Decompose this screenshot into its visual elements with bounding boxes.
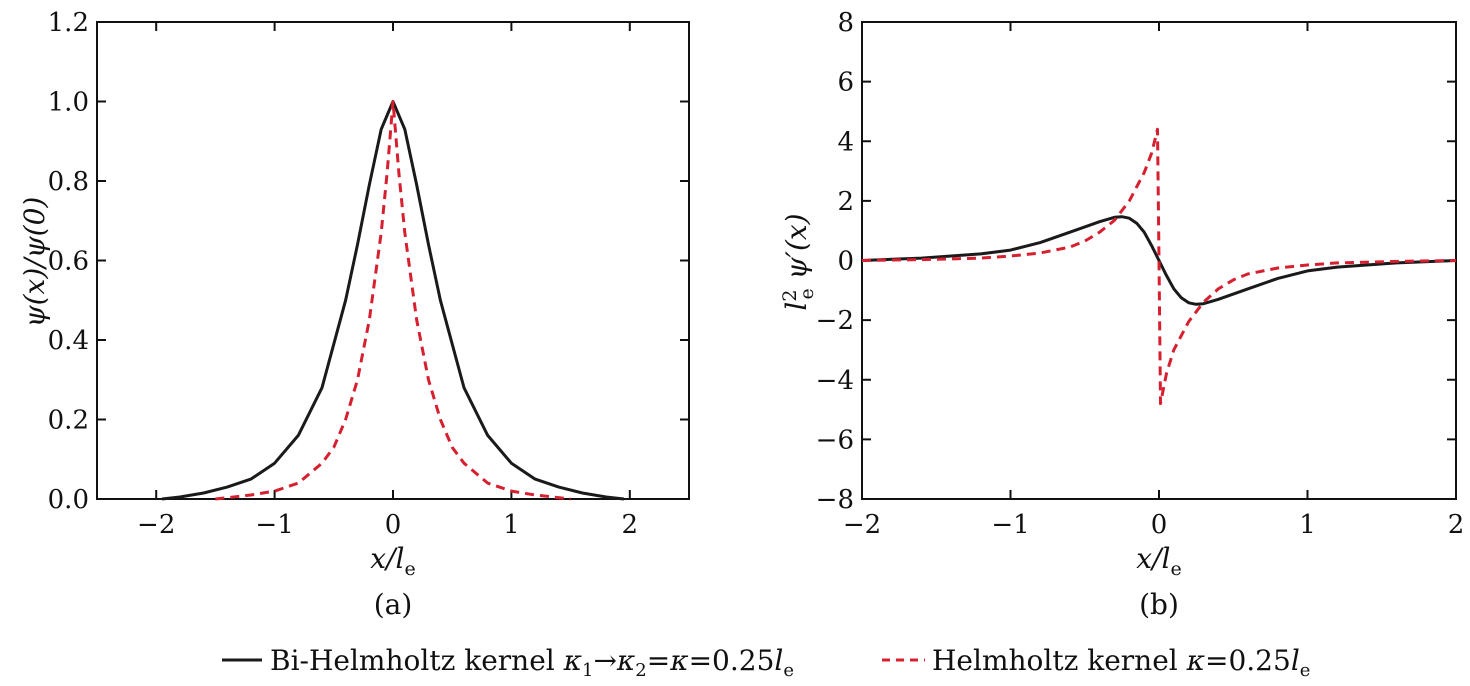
panel-a-xlabel: x/le — [370, 542, 415, 580]
x-tick-label: −1 — [255, 510, 293, 540]
y-tick-label: 4 — [837, 127, 854, 157]
panel-a-label: (a) — [374, 588, 413, 621]
legend: Bi-Helmholtz kernel κ1→κ2=κ=0.25le Helmh… — [222, 644, 1310, 681]
legend-label-helmholtz: Helmholtz kernel κ=0.25le — [932, 644, 1310, 681]
y-tick-label: −8 — [816, 485, 854, 515]
y-tick-label: 1.2 — [48, 8, 89, 38]
panel-b-lines — [861, 127, 1457, 406]
y-tick-label: 0 — [837, 247, 854, 277]
y-tick-label: 0.8 — [48, 167, 89, 197]
panel-b-xlabel: x/le — [1136, 542, 1181, 580]
series-line-helmholtz — [215, 100, 571, 501]
panel-a: −2 −1 0 1 2 0.0 0.2 0.4 0.6 0.8 1.0 1.2 x/le ψ(x)/ψ… — [18, 8, 690, 621]
y-tick-label: 1.0 — [48, 88, 89, 118]
panel-a-ylabel: ψ(x)/ψ(0) — [18, 197, 51, 328]
x-tick-label: 1 — [503, 510, 520, 540]
y-tick-label: −6 — [816, 425, 854, 455]
x-tick-label: 0 — [385, 510, 402, 540]
panel-a-ticks: −2 −1 0 1 2 0.0 0.2 0.4 0.6 0.8 1.0 1.2 — [48, 8, 689, 540]
x-tick-label: 0 — [1151, 510, 1168, 540]
panel-b: −2 −1 0 1 2 −8 −6 −4 −2 0 2 4 6 8 x/le l2e ψ′(x) (b) — [779, 8, 1464, 621]
y-tick-label: 2 — [837, 187, 854, 217]
x-tick-label: −2 — [843, 510, 881, 540]
y-tick-label: −4 — [816, 366, 854, 396]
series-line-helmholtz — [861, 127, 1457, 406]
legend-label-bi-helmholtz: Bi-Helmholtz kernel κ1→κ2=κ=0.25le — [270, 644, 794, 681]
y-tick-label: 6 — [837, 68, 854, 98]
x-tick-label: −1 — [991, 510, 1029, 540]
panel-a-plot-frame — [96, 21, 690, 500]
y-tick-label: 0.4 — [48, 326, 89, 356]
series-line-bi-helmholtz — [161, 100, 625, 501]
panel-b-ticks: −2 −1 0 1 2 −8 −6 −4 −2 0 2 4 6 8 — [816, 8, 1465, 540]
panel-b-ylabel: l2e ψ′(x) — [779, 213, 818, 310]
series-line-bi-helmholtz — [861, 215, 1457, 306]
panel-b-label: (b) — [1139, 588, 1179, 621]
x-tick-label: 2 — [1448, 510, 1465, 540]
y-tick-label: 0.6 — [48, 247, 89, 277]
y-tick-label: −2 — [816, 306, 854, 336]
y-tick-label: 0.2 — [48, 406, 89, 436]
x-tick-label: −2 — [137, 510, 175, 540]
x-tick-label: 2 — [622, 510, 639, 540]
panel-a-lines — [161, 100, 625, 501]
y-tick-label: 8 — [837, 8, 854, 38]
y-tick-label: 0.0 — [48, 485, 89, 515]
x-tick-label: 1 — [1299, 510, 1316, 540]
